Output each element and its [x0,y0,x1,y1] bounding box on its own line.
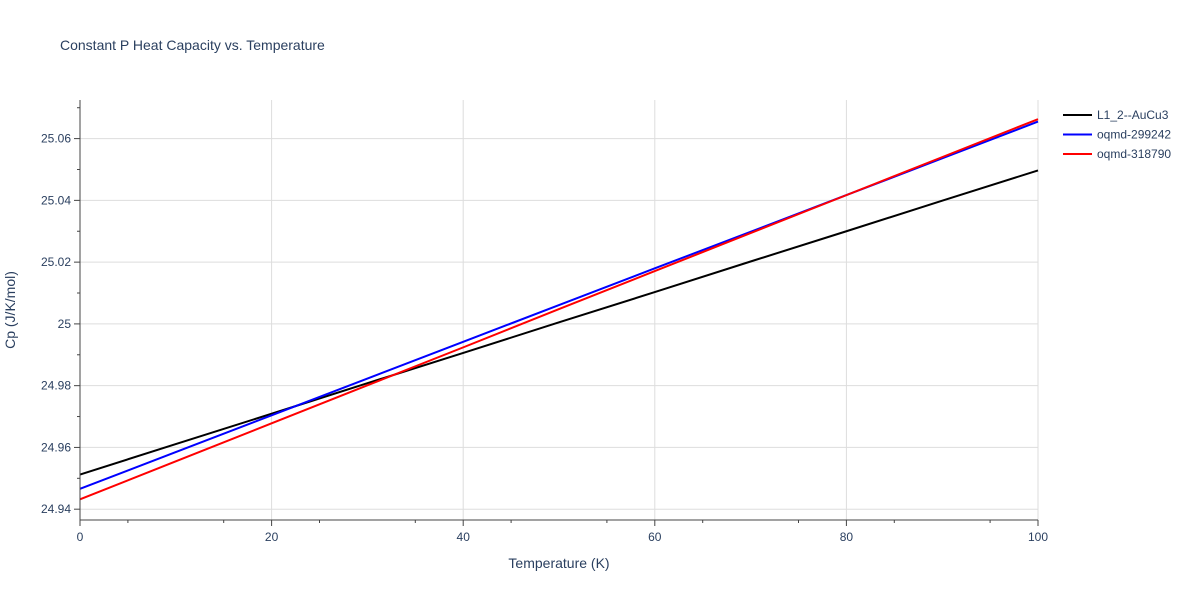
grid [80,100,1039,520]
legend-label: L1_2--AuCu3 [1097,108,1169,122]
x-tick-label: 20 [265,530,279,544]
x-tick-label: 40 [457,530,471,544]
y-tick-label: 25.04 [41,193,71,207]
axes: 0 20 40 60 80 100 24.94 24.96 24.98 25 25.02 25.04 2… [41,100,1048,544]
y-axis-label: Cp (J/K/mol) [2,271,18,349]
legend-label: oqmd-299242 [1097,128,1171,142]
legend[interactable]: L1_2--AuCu3 oqmd-299242 oqmd-318790 [1063,108,1171,161]
series-lines [79,118,1039,501]
series-line-L1_2--AuCu3 [79,169,1039,476]
x-axis-label: Temperature (K) [508,555,609,571]
y-tick-label: 25.02 [41,255,71,269]
x-tick-label: 0 [77,530,84,544]
x-tick-label: 80 [840,530,854,544]
y-tick-label: 24.98 [41,379,71,393]
x-tick-label: 100 [1028,530,1048,544]
y-tick-label: 24.94 [41,502,71,516]
y-tick-label: 24.96 [41,440,71,454]
y-tick-label: 25.06 [41,132,71,146]
y-tick-label: 25 [58,317,72,331]
x-tick-label: 60 [648,530,662,544]
series-line-oqmd-318790 [79,118,1039,501]
legend-label: oqmd-318790 [1097,147,1171,161]
chart-title: Constant P Heat Capacity vs. Temperature [60,37,325,53]
